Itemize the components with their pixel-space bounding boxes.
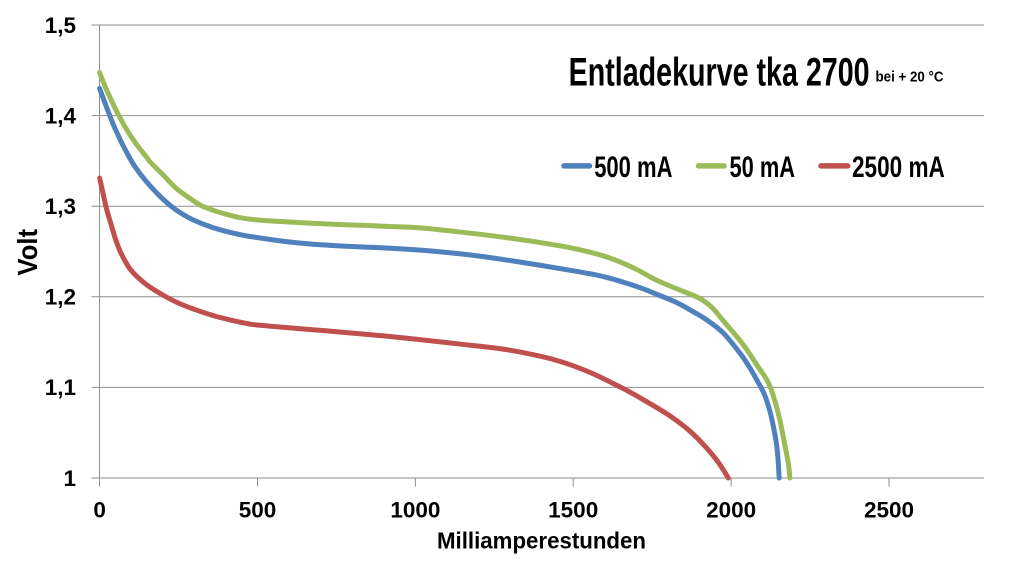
- svg-text:1: 1: [63, 466, 76, 491]
- svg-text:2500: 2500: [864, 498, 914, 523]
- svg-text:1,4: 1,4: [45, 103, 77, 128]
- svg-text:bei + 20 °C: bei + 20 °C: [876, 69, 944, 86]
- svg-text:1,2: 1,2: [45, 285, 76, 310]
- svg-text:1,3: 1,3: [45, 194, 76, 219]
- svg-text:50 mA: 50 mA: [730, 151, 796, 184]
- svg-text:500: 500: [239, 498, 277, 523]
- svg-text:1,1: 1,1: [45, 375, 76, 400]
- svg-text:1000: 1000: [390, 498, 440, 523]
- svg-text:500 mA: 500 mA: [594, 151, 672, 184]
- svg-text:2500 mA: 2500 mA: [852, 151, 945, 184]
- svg-text:1500: 1500: [548, 498, 598, 523]
- svg-text:2000: 2000: [706, 498, 756, 523]
- svg-text:Milliamperestunden: Milliamperestunden: [437, 528, 646, 554]
- svg-text:1,5: 1,5: [45, 13, 76, 38]
- svg-text:Entladekurve tka 2700: Entladekurve tka 2700: [569, 51, 870, 95]
- svg-text:Volt: Volt: [12, 229, 43, 276]
- svg-text:0: 0: [93, 498, 106, 523]
